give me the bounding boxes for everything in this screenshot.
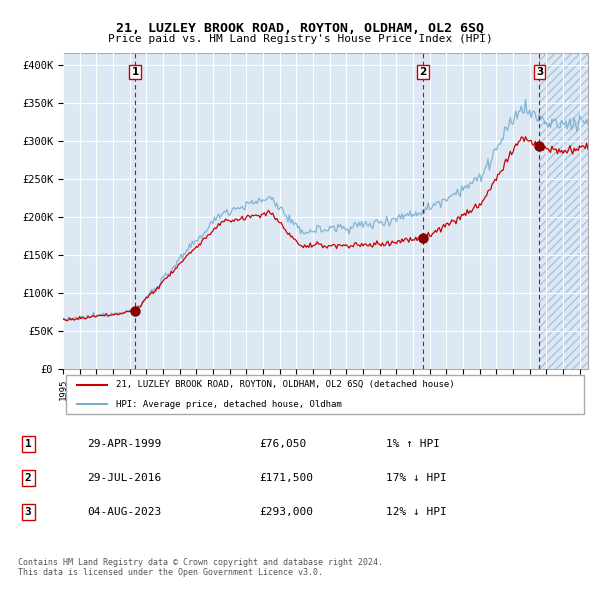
Text: £293,000: £293,000 (260, 507, 314, 517)
Text: 3: 3 (25, 507, 32, 517)
Text: 12% ↓ HPI: 12% ↓ HPI (386, 507, 447, 517)
Text: HPI: Average price, detached house, Oldham: HPI: Average price, detached house, Oldh… (115, 400, 341, 409)
Text: 1% ↑ HPI: 1% ↑ HPI (386, 439, 440, 449)
Text: Contains HM Land Registry data © Crown copyright and database right 2024.
This d: Contains HM Land Registry data © Crown c… (18, 558, 383, 577)
Text: 3: 3 (536, 67, 543, 77)
Text: 04-AUG-2023: 04-AUG-2023 (87, 507, 161, 517)
Text: 1: 1 (131, 67, 139, 77)
Text: £76,050: £76,050 (260, 439, 307, 449)
Text: 17% ↓ HPI: 17% ↓ HPI (386, 473, 447, 483)
Text: Price paid vs. HM Land Registry's House Price Index (HPI): Price paid vs. HM Land Registry's House … (107, 34, 493, 44)
Text: £171,500: £171,500 (260, 473, 314, 483)
FancyBboxPatch shape (65, 375, 584, 414)
Text: 1: 1 (25, 439, 32, 449)
Text: 29-APR-1999: 29-APR-1999 (87, 439, 161, 449)
Text: 21, LUZLEY BROOK ROAD, ROYTON, OLDHAM, OL2 6SQ (detached house): 21, LUZLEY BROOK ROAD, ROYTON, OLDHAM, O… (115, 380, 454, 389)
Text: 29-JUL-2016: 29-JUL-2016 (87, 473, 161, 483)
Text: 21, LUZLEY BROOK ROAD, ROYTON, OLDHAM, OL2 6SQ: 21, LUZLEY BROOK ROAD, ROYTON, OLDHAM, O… (116, 22, 484, 35)
Text: 2: 2 (25, 473, 32, 483)
Text: 2: 2 (419, 67, 426, 77)
